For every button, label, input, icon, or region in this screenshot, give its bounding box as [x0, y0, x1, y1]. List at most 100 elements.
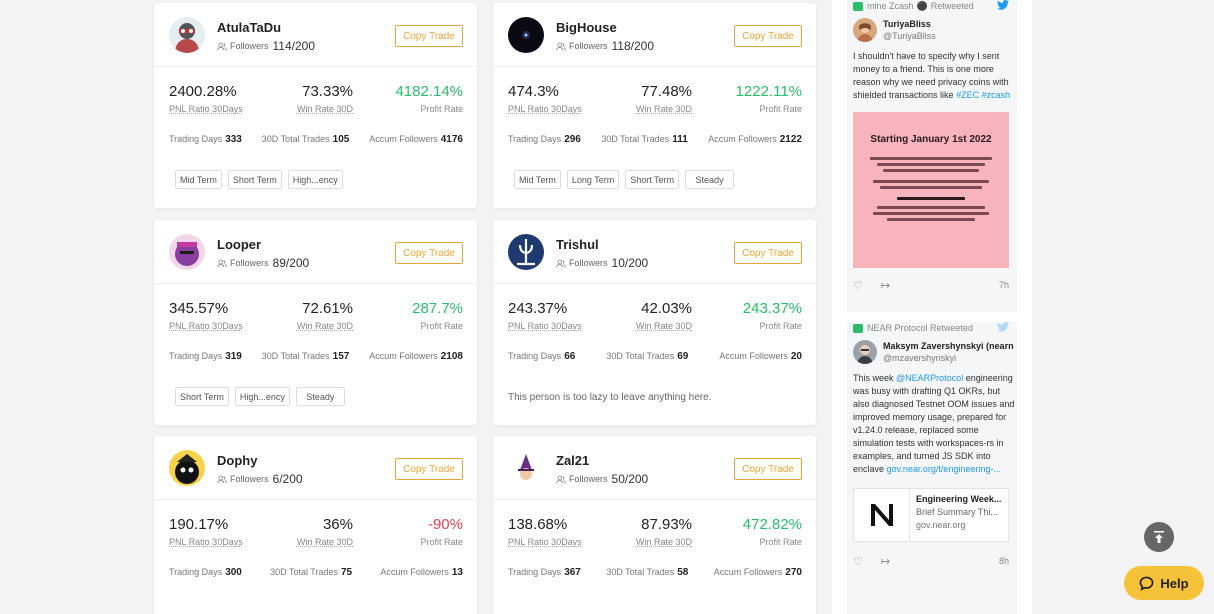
twitter-bird-icon[interactable] — [997, 322, 1009, 332]
followers-value: 6/200 — [272, 472, 303, 486]
tweet-text: This week @NEARProtocol engineering was … — [853, 373, 1015, 474]
total-trades-value: 111 — [672, 134, 688, 145]
trader-avatar[interactable] — [508, 450, 544, 486]
trader-avatar[interactable] — [169, 234, 205, 270]
win-rate-stat: 72.61% Win Rate 30D — [297, 300, 353, 331]
pnl-stat: 2400.28% PNL Ratio 30Days — [169, 83, 243, 114]
accum-followers-label: Accum Followers — [719, 351, 788, 361]
heart-icon[interactable]: ♡ — [853, 279, 863, 292]
help-label: Help — [1160, 575, 1189, 591]
total-trades-label: 30D Total Trades — [270, 567, 338, 577]
total-trades-value: 58 — [677, 567, 689, 578]
win-rate-label[interactable]: Win Rate 30D — [296, 104, 353, 114]
trader-avatar[interactable] — [169, 17, 205, 53]
pnl-label[interactable]: PNL Ratio 30Days — [508, 321, 582, 331]
profit-rate-stat: 472.82% Profit Rate — [743, 516, 802, 547]
retweet-icon — [853, 1, 863, 11]
trader-tags: Mid Term Short Term High...ency — [175, 170, 343, 189]
link-card-url: gov.near.org — [916, 520, 966, 530]
win-rate-label[interactable]: Win Rate 30D — [296, 321, 353, 331]
followers-value: 10/200 — [611, 256, 649, 270]
share-icon[interactable]: ↦ — [880, 279, 891, 292]
followers-icon — [556, 259, 566, 267]
followers-label: Followers — [230, 258, 269, 268]
share-icon[interactable]: ↦ — [880, 555, 891, 568]
trading-days-value: 319 — [225, 351, 242, 362]
trader-tag: Mid Term — [514, 170, 561, 189]
tweet-link[interactable]: gov.near.org/t/engineering-... — [886, 464, 1001, 474]
link-card-title: Engineering Week... — [916, 494, 1002, 504]
followers-value: 89/200 — [272, 256, 310, 270]
tweet-author-avatar[interactable] — [853, 340, 877, 364]
win-rate-stat: 36% Win Rate 30D — [297, 516, 353, 547]
tweet-author-handle[interactable]: @TuriyaBliss — [883, 31, 936, 41]
pnl-value: 2400.28% — [169, 83, 237, 100]
followers-icon — [217, 259, 227, 267]
accum-followers-value: 2108 — [440, 351, 463, 362]
trader-tag: Steady — [295, 387, 345, 406]
help-button[interactable]: Help — [1124, 566, 1204, 600]
trader-avatar[interactable] — [169, 450, 205, 486]
trader-followers: Followers 89/200 — [217, 256, 309, 270]
tweet-time[interactable]: 7h — [998, 280, 1009, 290]
accum-followers-value: 4176 — [440, 134, 463, 145]
twitter-bird-icon[interactable] — [997, 0, 1009, 10]
hashtag-link[interactable]: #ZEC #zcash — [956, 90, 1011, 100]
retweet-icon — [853, 323, 863, 333]
win-rate-label[interactable]: Win Rate 30D — [296, 537, 353, 547]
tweet-author-name[interactable]: TuriyaBliss — [883, 19, 931, 29]
tweet-time[interactable]: 8h — [998, 556, 1009, 566]
trader-name[interactable]: Trishul — [556, 237, 599, 252]
back-to-top-button[interactable] — [1144, 522, 1174, 552]
win-rate-label[interactable]: Win Rate 30D — [635, 321, 692, 331]
tweet-image[interactable]: Starting January 1st 2022 — [853, 112, 1009, 268]
trader-avatar[interactable] — [508, 234, 544, 270]
copy-trade-button[interactable]: Copy Trade — [395, 458, 463, 480]
pnl-label[interactable]: PNL Ratio 30Days — [169, 321, 243, 331]
pnl-label[interactable]: PNL Ratio 30Days — [169, 537, 243, 547]
pnl-value: 474.3% — [508, 83, 559, 100]
link-preview-card[interactable]: Engineering Week... Brief Summary Thi...… — [853, 488, 1009, 542]
trader-tag: Short Term — [175, 387, 229, 406]
trader-card: Looper Followers 89/200 Copy Trade 345.57% PN… — [154, 220, 477, 425]
trader-name[interactable]: AtulaTaDu — [217, 20, 282, 35]
tweet-author-handle[interactable]: @mzavershynskyi — [883, 353, 957, 363]
mention-link[interactable]: @NEARProtocol — [896, 373, 964, 383]
pnl-stat: 138.68% PNL Ratio 30Days — [508, 516, 582, 547]
pnl-stat: 474.3% PNL Ratio 30Days — [508, 83, 582, 114]
win-rate-label[interactable]: Win Rate 30D — [635, 104, 692, 114]
profit-rate-label: Profit Rate — [759, 104, 802, 114]
trading-days-label: Trading Days — [508, 351, 562, 361]
copy-trade-button[interactable]: Copy Trade — [734, 242, 802, 264]
copy-trade-button[interactable]: Copy Trade — [734, 25, 802, 47]
heart-icon[interactable]: ♡ — [853, 555, 863, 568]
pnl-label[interactable]: PNL Ratio 30Days — [169, 104, 243, 114]
copy-trade-button[interactable]: Copy Trade — [734, 458, 802, 480]
trader-name[interactable]: Looper — [217, 237, 262, 252]
trader-name[interactable]: Dophy — [217, 453, 258, 468]
followers-icon — [217, 475, 227, 483]
tweet[interactable]: mine Zcash ⚫ Retweeted TuriyaBliss @Turi… — [847, 0, 1017, 312]
arrow-up-icon — [1154, 531, 1164, 543]
retweet-label: NEAR Protocol Retweeted — [867, 323, 974, 333]
tweet-author-avatar[interactable] — [853, 18, 877, 42]
trader-avatar[interactable] — [508, 17, 544, 53]
trader-card: Zal21 Followers 50/200 Copy Trade 138.68% PNL… — [493, 436, 816, 614]
pnl-label[interactable]: PNL Ratio 30Days — [508, 537, 582, 547]
copy-trade-button[interactable]: Copy Trade — [395, 25, 463, 47]
trading-days-label: Trading Days — [169, 567, 223, 577]
copy-trade-button[interactable]: Copy Trade — [395, 242, 463, 264]
win-rate-label[interactable]: Win Rate 30D — [635, 537, 692, 547]
trader-tag: High...ency — [234, 387, 290, 406]
followers-value: 118/200 — [611, 39, 655, 53]
trader-tag: Short Term — [625, 170, 680, 189]
profit-rate-stat: 4182.14% Profit Rate — [395, 83, 463, 114]
trader-tag: Long Term — [566, 170, 620, 189]
tweet[interactable]: NEAR Protocol Retweeted Maksym Zavershyn… — [847, 322, 1017, 614]
twitter-timeline[interactable]: mine Zcash ⚫ Retweeted TuriyaBliss @Turi… — [832, 0, 1032, 614]
pnl-label[interactable]: PNL Ratio 30Days — [508, 104, 582, 114]
pnl-value: 138.68% — [508, 516, 568, 533]
trader-name[interactable]: BigHouse — [556, 20, 617, 35]
trader-name[interactable]: Zal21 — [556, 453, 590, 468]
tweet-author-name[interactable]: Maksym Zavershynskyi (nearn — [883, 341, 1014, 351]
